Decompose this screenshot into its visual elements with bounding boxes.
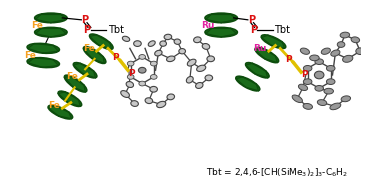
Ellipse shape bbox=[58, 91, 82, 106]
Ellipse shape bbox=[27, 58, 59, 68]
Ellipse shape bbox=[73, 63, 97, 78]
Ellipse shape bbox=[375, 84, 378, 91]
Ellipse shape bbox=[342, 55, 353, 62]
Ellipse shape bbox=[375, 66, 378, 74]
Ellipse shape bbox=[167, 94, 175, 100]
Text: Ru: Ru bbox=[201, 21, 215, 30]
Ellipse shape bbox=[167, 56, 175, 62]
Ellipse shape bbox=[246, 63, 269, 78]
Ellipse shape bbox=[205, 27, 237, 37]
Ellipse shape bbox=[127, 61, 134, 66]
Ellipse shape bbox=[261, 35, 286, 49]
Ellipse shape bbox=[174, 39, 181, 44]
Ellipse shape bbox=[121, 91, 129, 98]
Text: Tbt: Tbt bbox=[274, 25, 290, 35]
Ellipse shape bbox=[351, 37, 359, 43]
Ellipse shape bbox=[304, 79, 312, 84]
Ellipse shape bbox=[160, 41, 166, 46]
Text: P: P bbox=[248, 15, 255, 25]
Ellipse shape bbox=[337, 42, 345, 47]
Ellipse shape bbox=[150, 86, 157, 92]
Ellipse shape bbox=[321, 48, 330, 54]
Text: Tbt: Tbt bbox=[108, 25, 124, 35]
Ellipse shape bbox=[340, 32, 350, 38]
Ellipse shape bbox=[179, 49, 186, 54]
Ellipse shape bbox=[164, 34, 172, 40]
Ellipse shape bbox=[315, 85, 324, 91]
Ellipse shape bbox=[315, 59, 324, 64]
Ellipse shape bbox=[331, 50, 340, 56]
Ellipse shape bbox=[205, 13, 237, 23]
Ellipse shape bbox=[202, 43, 210, 49]
Text: P: P bbox=[112, 53, 119, 62]
Ellipse shape bbox=[205, 75, 212, 81]
Ellipse shape bbox=[145, 98, 153, 104]
Ellipse shape bbox=[292, 95, 302, 103]
Ellipse shape bbox=[303, 103, 313, 109]
Text: Ru: Ru bbox=[254, 44, 267, 53]
Text: P: P bbox=[84, 25, 91, 35]
Ellipse shape bbox=[139, 55, 146, 59]
Ellipse shape bbox=[236, 76, 260, 91]
Ellipse shape bbox=[207, 56, 215, 62]
Ellipse shape bbox=[330, 103, 341, 110]
Ellipse shape bbox=[197, 65, 206, 71]
Text: P: P bbox=[129, 69, 135, 78]
Ellipse shape bbox=[148, 41, 155, 46]
Ellipse shape bbox=[363, 77, 372, 86]
Ellipse shape bbox=[372, 36, 378, 44]
Text: Tbt = 2,4,6-[CH(SiMe$_3$)$_2$]$_3$-C$_6$H$_2$: Tbt = 2,4,6-[CH(SiMe$_3$)$_2$]$_3$-C$_6$… bbox=[206, 167, 348, 179]
Ellipse shape bbox=[138, 67, 146, 73]
Ellipse shape bbox=[126, 81, 133, 88]
Ellipse shape bbox=[356, 48, 364, 55]
Ellipse shape bbox=[194, 37, 201, 43]
Ellipse shape bbox=[35, 27, 67, 37]
Ellipse shape bbox=[35, 13, 67, 23]
Text: P: P bbox=[82, 15, 89, 25]
Ellipse shape bbox=[150, 61, 157, 66]
Text: P: P bbox=[285, 55, 292, 64]
Ellipse shape bbox=[84, 47, 106, 64]
Text: Fe: Fe bbox=[24, 50, 36, 60]
Ellipse shape bbox=[310, 55, 319, 61]
Ellipse shape bbox=[48, 105, 73, 119]
Ellipse shape bbox=[122, 36, 130, 41]
Text: Fe: Fe bbox=[32, 21, 43, 30]
Ellipse shape bbox=[139, 81, 146, 86]
Ellipse shape bbox=[299, 84, 308, 91]
Ellipse shape bbox=[255, 47, 279, 63]
Ellipse shape bbox=[150, 74, 157, 79]
Ellipse shape bbox=[156, 101, 166, 108]
Ellipse shape bbox=[64, 75, 87, 92]
Text: P: P bbox=[302, 70, 308, 80]
Ellipse shape bbox=[186, 77, 193, 83]
Ellipse shape bbox=[127, 74, 134, 79]
Text: P: P bbox=[250, 25, 257, 35]
Text: Fe: Fe bbox=[48, 101, 60, 110]
Ellipse shape bbox=[314, 71, 324, 79]
Ellipse shape bbox=[324, 88, 333, 94]
Ellipse shape bbox=[155, 50, 162, 56]
Ellipse shape bbox=[90, 34, 113, 49]
Ellipse shape bbox=[27, 43, 59, 53]
Ellipse shape bbox=[327, 79, 335, 84]
Ellipse shape bbox=[134, 41, 141, 46]
Ellipse shape bbox=[301, 48, 310, 54]
Ellipse shape bbox=[341, 96, 350, 102]
Ellipse shape bbox=[304, 65, 312, 71]
Text: Fe: Fe bbox=[66, 72, 78, 81]
Ellipse shape bbox=[317, 100, 327, 105]
Ellipse shape bbox=[131, 101, 138, 106]
Ellipse shape bbox=[195, 82, 203, 88]
Ellipse shape bbox=[364, 58, 375, 67]
Ellipse shape bbox=[327, 65, 335, 71]
Ellipse shape bbox=[187, 59, 196, 66]
Text: Fe: Fe bbox=[83, 44, 95, 53]
